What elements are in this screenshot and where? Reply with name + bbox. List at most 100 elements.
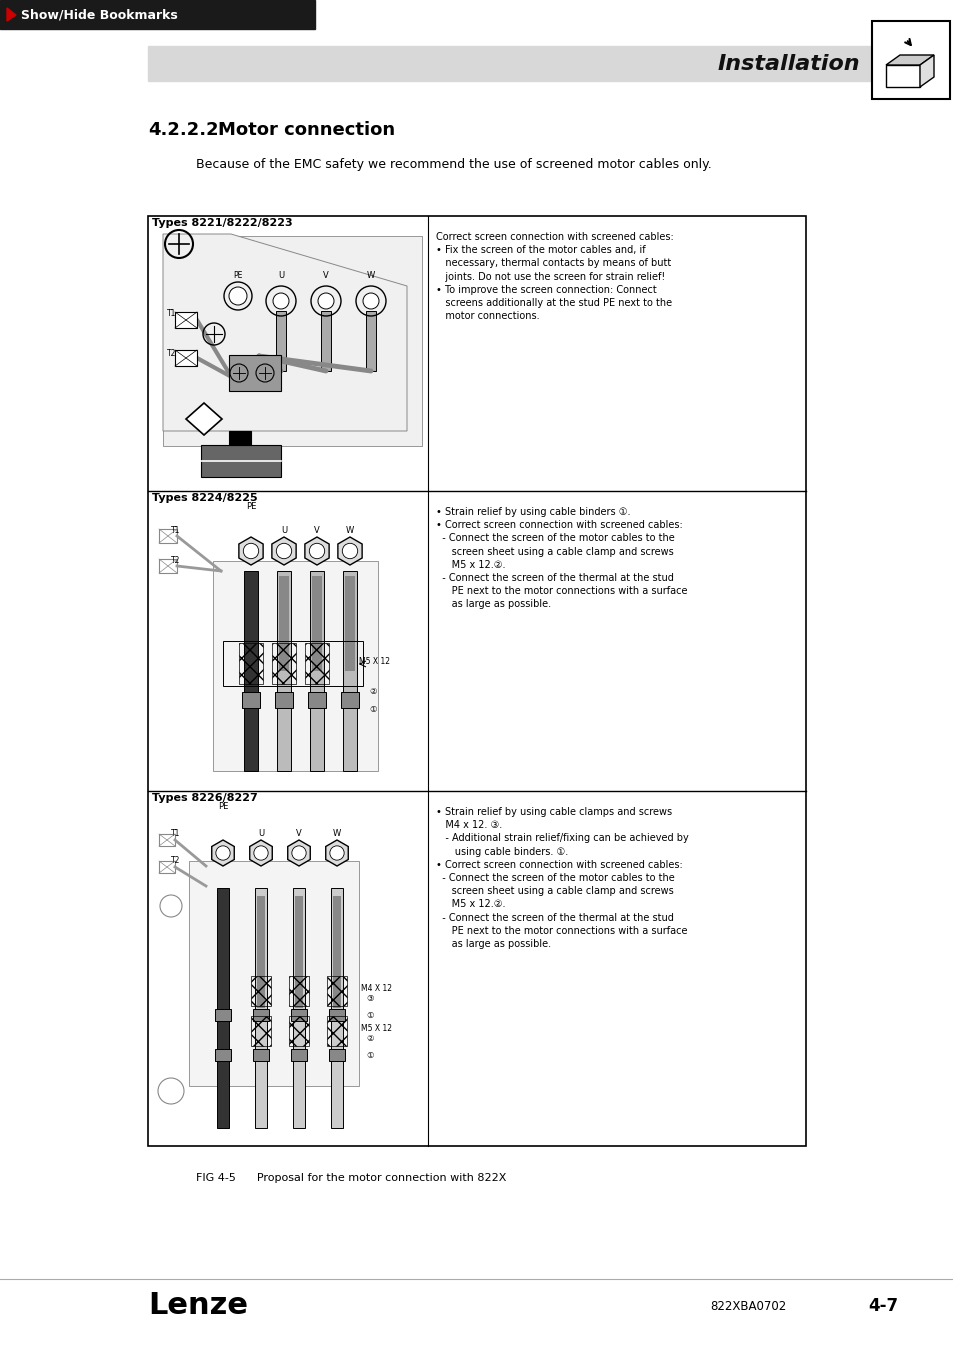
Bar — [272, 643, 295, 684]
Bar — [253, 1048, 269, 1061]
Bar — [343, 571, 356, 771]
Polygon shape — [212, 840, 234, 866]
Circle shape — [330, 846, 344, 861]
Text: PE: PE — [217, 802, 228, 811]
Circle shape — [342, 543, 357, 559]
Bar — [216, 888, 229, 1128]
Text: ③: ③ — [366, 994, 374, 1002]
Bar — [251, 1016, 271, 1046]
Bar — [366, 311, 375, 372]
Bar — [329, 1048, 345, 1061]
Text: Show/Hide Bookmarks: Show/Hide Bookmarks — [21, 8, 177, 22]
Bar — [189, 861, 358, 1086]
Bar — [291, 1048, 307, 1061]
Bar — [223, 640, 363, 686]
Text: M4 X 12: M4 X 12 — [360, 984, 392, 993]
Text: • Strain relief by using cable clamps and screws
   M4 x 12. ③.
   - Additional : • Strain relief by using cable clamps an… — [436, 807, 688, 948]
Circle shape — [292, 846, 306, 861]
Bar — [310, 571, 324, 771]
Text: V: V — [295, 830, 301, 838]
Bar — [312, 576, 322, 671]
Bar — [163, 236, 421, 446]
Bar — [174, 350, 196, 366]
Text: T1: T1 — [171, 526, 180, 535]
Text: T2: T2 — [171, 857, 180, 865]
Bar — [289, 1016, 309, 1046]
Text: Types 8226/8227: Types 8226/8227 — [152, 793, 257, 802]
Polygon shape — [885, 65, 919, 86]
Bar — [275, 311, 286, 372]
Text: Correct screen connection with screened cables:
• Fix the screen of the motor ca: Correct screen connection with screened … — [436, 232, 673, 322]
Text: T2: T2 — [171, 557, 180, 565]
Text: W: W — [346, 526, 354, 535]
Text: M5 X 12: M5 X 12 — [358, 657, 390, 666]
Bar — [0, 0, 314, 28]
Circle shape — [309, 543, 324, 559]
Circle shape — [363, 293, 378, 309]
Bar — [253, 1009, 269, 1021]
Text: T2: T2 — [167, 349, 176, 358]
Bar — [213, 561, 377, 771]
Bar — [229, 355, 281, 390]
Text: PE: PE — [246, 503, 256, 511]
Bar — [294, 896, 303, 1008]
Bar — [201, 444, 281, 477]
Bar — [320, 311, 331, 372]
Bar — [305, 643, 329, 684]
Text: W: W — [333, 830, 341, 838]
Text: ①: ① — [369, 705, 376, 713]
Bar — [239, 643, 263, 684]
Bar — [214, 1009, 231, 1021]
Bar — [331, 888, 343, 1128]
Text: M5 X 12: M5 X 12 — [360, 1024, 392, 1034]
Text: FIG 4-5      Proposal for the motor connection with 822X: FIG 4-5 Proposal for the motor connectio… — [195, 1173, 506, 1183]
Polygon shape — [272, 536, 295, 565]
Text: • Strain relief by using cable binders ①.
• Correct screen connection with scree: • Strain relief by using cable binders ①… — [436, 507, 687, 609]
Polygon shape — [288, 840, 310, 866]
Polygon shape — [325, 840, 348, 866]
Bar — [254, 888, 267, 1128]
Polygon shape — [7, 8, 16, 22]
Bar — [345, 576, 355, 671]
Text: Types 8221/8222/8223: Types 8221/8222/8223 — [152, 218, 293, 228]
Polygon shape — [305, 536, 329, 565]
Polygon shape — [186, 403, 222, 435]
Text: Lenze: Lenze — [148, 1292, 248, 1320]
Text: U: U — [257, 830, 264, 838]
Text: Because of the EMC safety we recommend the use of screened motor cables only.: Because of the EMC safety we recommend t… — [195, 158, 711, 172]
Bar — [289, 975, 309, 1006]
Bar — [308, 692, 326, 708]
Bar — [327, 1016, 347, 1046]
Polygon shape — [885, 55, 933, 65]
Bar — [871, 22, 949, 99]
Polygon shape — [250, 840, 272, 866]
Text: ①: ① — [366, 1011, 374, 1020]
Bar — [256, 896, 265, 1008]
Polygon shape — [163, 234, 407, 431]
Text: U: U — [280, 526, 287, 535]
Bar — [159, 834, 174, 846]
Text: W: W — [367, 272, 375, 280]
Bar — [276, 571, 291, 771]
Bar — [159, 559, 177, 573]
Circle shape — [215, 846, 230, 861]
Bar — [159, 861, 174, 873]
Text: PE: PE — [233, 272, 242, 280]
Text: U: U — [277, 272, 284, 280]
Polygon shape — [238, 536, 263, 565]
Text: Installation: Installation — [717, 54, 859, 74]
Circle shape — [229, 286, 247, 305]
Circle shape — [243, 543, 258, 559]
Polygon shape — [919, 55, 933, 86]
Bar — [340, 692, 358, 708]
Text: V: V — [323, 272, 329, 280]
Bar — [293, 888, 305, 1128]
Text: Types 8224/8225: Types 8224/8225 — [152, 493, 257, 503]
Text: 4.2.2.2: 4.2.2.2 — [148, 122, 218, 139]
Bar — [214, 1048, 231, 1061]
Circle shape — [273, 293, 289, 309]
Bar — [148, 46, 871, 81]
Bar — [327, 975, 347, 1006]
Circle shape — [253, 846, 268, 861]
Text: 822XBA0702: 822XBA0702 — [709, 1300, 785, 1313]
